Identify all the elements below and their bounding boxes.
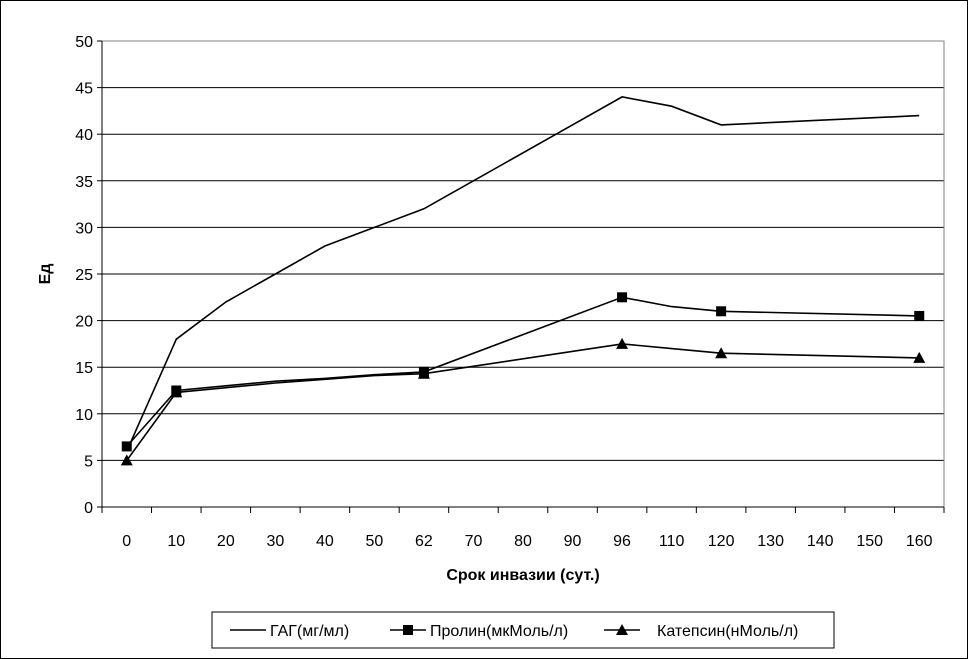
x-tick-label: 70 [465, 533, 483, 550]
data-point [121, 441, 132, 452]
x-axis-title: Срок инвазии (сут.) [446, 567, 599, 584]
data-point [617, 292, 628, 303]
x-tick-label: 150 [856, 533, 883, 550]
series-line [126, 96, 920, 452]
data-point [913, 351, 926, 363]
x-tick-label: 130 [757, 533, 784, 550]
data-point [170, 386, 183, 398]
y-tick-label: 25 [75, 267, 93, 284]
series-3 [120, 337, 926, 466]
y-tick-label: 40 [75, 127, 93, 144]
data-point [715, 347, 728, 359]
y-tick-label: 15 [75, 360, 93, 377]
x-tick-label: 80 [514, 533, 532, 550]
legend-marker [403, 625, 413, 635]
x-tick-label: 62 [415, 533, 433, 550]
x-tick-label: 120 [708, 533, 735, 550]
gridlines [102, 40, 944, 461]
y-tick-label: 30 [75, 220, 93, 237]
data-point [914, 310, 925, 321]
series-2 [121, 292, 925, 452]
y-tick-label: 20 [75, 314, 93, 331]
y-axis-title: Ед [37, 264, 54, 285]
y-tick-label: 0 [84, 500, 93, 517]
y-tick-label: 45 [75, 81, 93, 98]
x-tick-label: 10 [167, 533, 185, 550]
legend-label: Катепсин(нМоль/л) [657, 623, 798, 640]
x-tick-label: 20 [217, 533, 235, 550]
x-tick-label: 30 [266, 533, 284, 550]
data-point [417, 367, 430, 379]
series-group [120, 96, 926, 466]
legend-label: Пролин(мкМоль/л) [430, 623, 568, 640]
series-line [126, 296, 920, 447]
x-tick-label: 140 [807, 533, 834, 550]
x-tick-label: 96 [613, 533, 631, 550]
series-1 [126, 96, 920, 452]
axes: 0 5 10 15 20 25 30 35 40 45 50 0 10 20 30 40 50 62 70 80 90 9… [75, 34, 945, 550]
data-point [120, 454, 133, 466]
x-tick-label: 50 [366, 533, 384, 550]
y-tick-label: 5 [84, 453, 93, 470]
x-tick-label: 160 [906, 533, 933, 550]
x-tick-label: 90 [564, 533, 582, 550]
x-tick-label: 0 [122, 533, 131, 550]
legend-label: ГАГ(мг/мл) [270, 623, 349, 640]
data-point [716, 306, 727, 317]
y-tick-label: 10 [75, 407, 93, 424]
y-tick-label: 50 [75, 34, 93, 51]
data-point [616, 337, 629, 349]
x-tick-label: 40 [316, 533, 334, 550]
legend: ГАГ(мг/мл) Пролин(мкМоль/л) Катепсин(нМоль… [211, 611, 835, 649]
legend-box [211, 611, 835, 649]
y-tick-label: 35 [75, 174, 93, 191]
x-tick-label: 110 [659, 533, 685, 550]
series-line [126, 343, 920, 461]
legend-marker [616, 624, 628, 635]
